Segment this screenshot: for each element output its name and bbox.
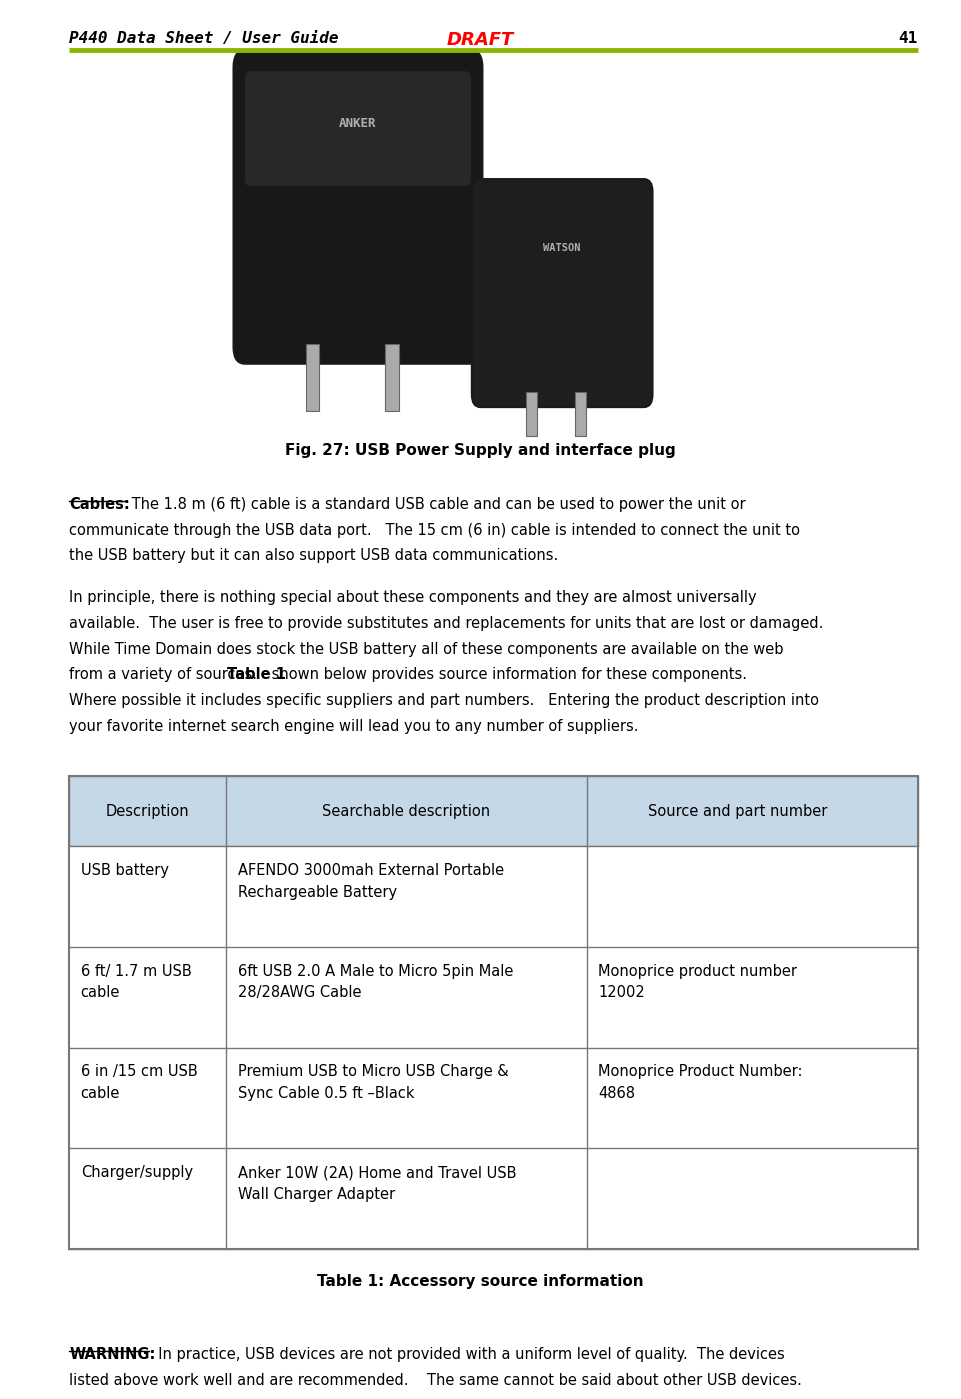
Text: Monoprice product number
12002: Monoprice product number 12002 [599, 964, 798, 1000]
Text: DRAFT: DRAFT [447, 31, 514, 49]
Text: Table 1: Accessory source information: Table 1: Accessory source information [317, 1274, 644, 1290]
Bar [576, 392, 586, 436]
Text: In practice, USB devices are not provided with a uniform level of quality.  The : In practice, USB devices are not provide… [149, 1347, 785, 1363]
Text: 41: 41 [899, 31, 918, 46]
Text: WARNING:: WARNING: [69, 1347, 156, 1363]
Text: the USB battery but it can also support USB data communications.: the USB battery but it can also support … [69, 548, 558, 564]
Text: In principle, there is nothing special about these components and they are almos: In principle, there is nothing special a… [69, 590, 757, 604]
FancyBboxPatch shape [69, 1149, 918, 1249]
Text: WATSON: WATSON [543, 243, 581, 253]
Bar [527, 392, 537, 436]
Text: Where possible it includes specific suppliers and part numbers.   Entering the p: Where possible it includes specific supp… [69, 694, 819, 708]
Text: Cables:: Cables: [69, 497, 130, 512]
FancyBboxPatch shape [234, 50, 482, 364]
Text: Description: Description [106, 803, 189, 818]
Text: AFENDO 3000mah External Portable
Rechargeable Battery: AFENDO 3000mah External Portable Recharg… [237, 863, 504, 900]
Text: Anker 10W (2A) Home and Travel USB
Wall Charger Adapter: Anker 10W (2A) Home and Travel USB Wall … [237, 1165, 516, 1202]
Text: listed above work well and are recommended.    The same cannot be said about oth: listed above work well and are recommend… [69, 1372, 802, 1388]
Text: ANKER: ANKER [339, 116, 377, 130]
Text: Table 1: Table 1 [227, 667, 285, 683]
Bar [306, 344, 319, 411]
Text: available.  The user is free to provide substitutes and replacements for units t: available. The user is free to provide s… [69, 616, 824, 631]
Text: Fig. 27: USB Power Supply and interface plug: Fig. 27: USB Power Supply and interface … [285, 443, 676, 459]
FancyBboxPatch shape [69, 1048, 918, 1149]
FancyBboxPatch shape [472, 179, 653, 407]
Text: Monoprice Product Number:
4868: Monoprice Product Number: 4868 [599, 1065, 802, 1101]
Text: from a variety of sources.: from a variety of sources. [69, 667, 271, 683]
Text: your favorite internet search engine will lead you to any number of suppliers.: your favorite internet search engine wil… [69, 719, 639, 734]
FancyBboxPatch shape [69, 846, 918, 947]
Text: P440 Data Sheet / User Guide: P440 Data Sheet / User Guide [69, 31, 338, 46]
Text: 6ft USB 2.0 A Male to Micro 5pin Male
28/28AWG Cable: 6ft USB 2.0 A Male to Micro 5pin Male 28… [237, 964, 513, 1000]
Text: Premium USB to Micro USB Charge &
Sync Cable 0.5 ft –Black: Premium USB to Micro USB Charge & Sync C… [237, 1065, 508, 1101]
Text: Searchable description: Searchable description [323, 803, 490, 818]
Text: USB battery: USB battery [81, 863, 169, 879]
Text: 6 in /15 cm USB
cable: 6 in /15 cm USB cable [81, 1065, 197, 1101]
Text: 6 ft/ 1.7 m USB
cable: 6 ft/ 1.7 m USB cable [81, 964, 191, 1000]
Text: Charger/supply: Charger/supply [81, 1165, 193, 1181]
Text: shown below provides source information for these components.: shown below provides source information … [267, 667, 747, 683]
Text: communicate through the USB data port.   The 15 cm (6 in) cable is intended to c: communicate through the USB data port. T… [69, 522, 801, 537]
Text: Source and part number: Source and part number [648, 803, 827, 818]
FancyBboxPatch shape [69, 947, 918, 1048]
Text: While Time Domain does stock the USB battery all of these components are availab: While Time Domain does stock the USB bat… [69, 642, 783, 656]
Text: The 1.8 m (6 ft) cable is a standard USB cable and can be used to power the unit: The 1.8 m (6 ft) cable is a standard USB… [127, 497, 746, 512]
Bar [385, 344, 399, 411]
FancyBboxPatch shape [245, 71, 471, 186]
FancyBboxPatch shape [69, 776, 918, 846]
